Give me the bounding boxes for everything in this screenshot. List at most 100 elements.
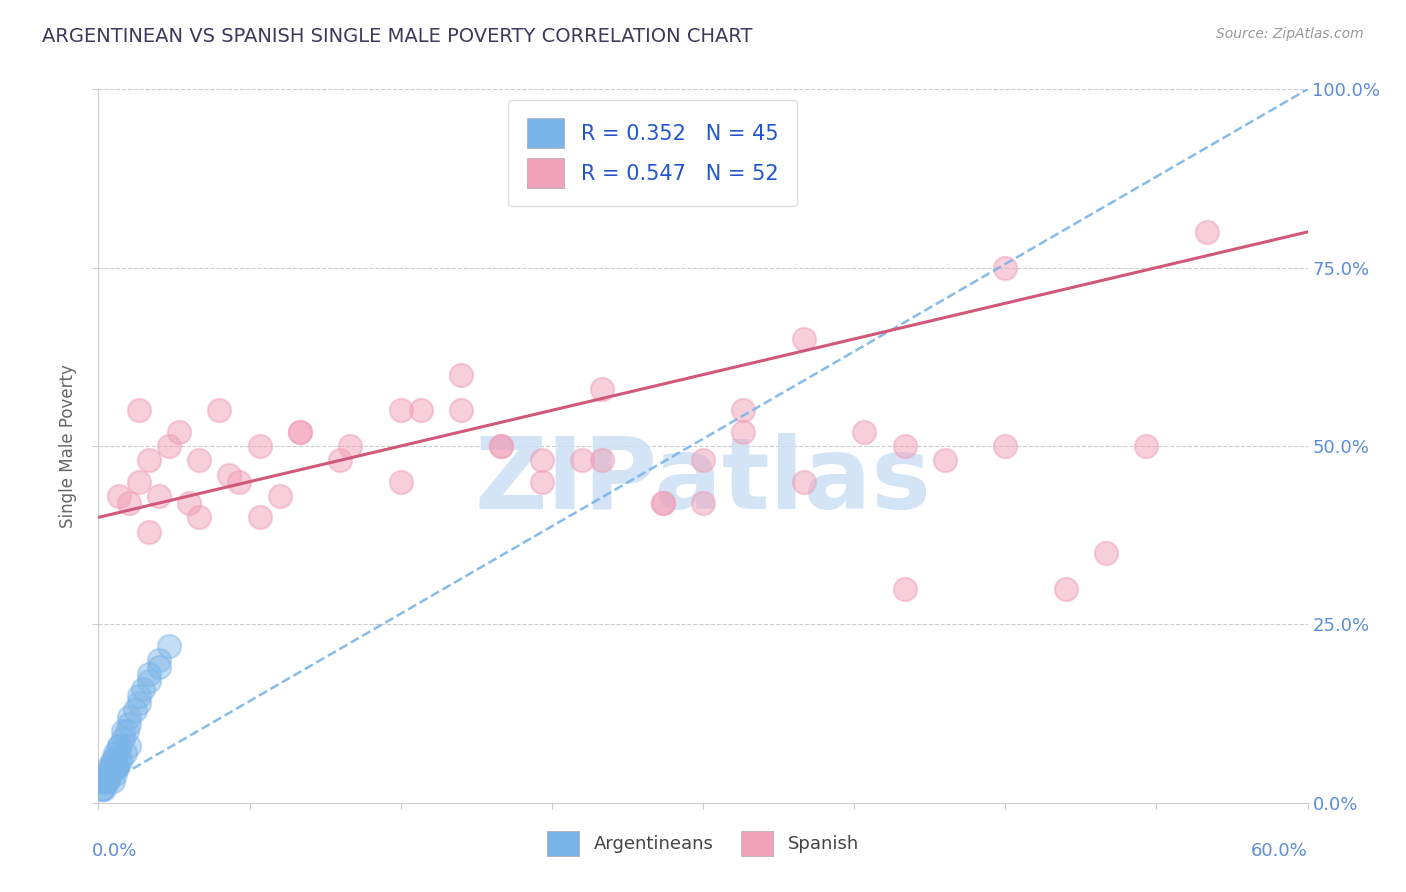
Text: 60.0%: 60.0% xyxy=(1251,842,1308,860)
Point xyxy=(93,774,115,789)
Point xyxy=(148,653,170,667)
Point xyxy=(530,475,553,489)
Point xyxy=(138,453,160,467)
Point xyxy=(994,439,1017,453)
Point xyxy=(115,724,138,739)
Point xyxy=(107,739,129,753)
Point xyxy=(269,489,291,503)
Point xyxy=(105,746,128,760)
Point xyxy=(692,496,714,510)
Point xyxy=(103,746,125,760)
Point xyxy=(1195,225,1218,239)
Text: Source: ZipAtlas.com: Source: ZipAtlas.com xyxy=(1216,27,1364,41)
Point xyxy=(107,753,129,767)
Point xyxy=(138,667,160,681)
Point xyxy=(118,710,141,724)
Point xyxy=(450,368,472,382)
Point xyxy=(93,781,115,796)
Point xyxy=(103,767,125,781)
Point xyxy=(793,475,815,489)
Point xyxy=(118,717,141,731)
Point xyxy=(218,467,240,482)
Point xyxy=(118,496,141,510)
Point xyxy=(288,425,311,439)
Point xyxy=(793,332,815,346)
Text: ARGENTINEAN VS SPANISH SINGLE MALE POVERTY CORRELATION CHART: ARGENTINEAN VS SPANISH SINGLE MALE POVER… xyxy=(42,27,752,45)
Point xyxy=(111,724,134,739)
Point xyxy=(339,439,361,453)
Point xyxy=(128,475,150,489)
Point xyxy=(91,781,114,796)
Point xyxy=(128,696,150,710)
Point xyxy=(389,475,412,489)
Point xyxy=(167,425,190,439)
Point xyxy=(179,496,201,510)
Point xyxy=(128,403,150,417)
Point xyxy=(1054,582,1077,596)
Point xyxy=(105,760,128,774)
Point xyxy=(692,453,714,467)
Point xyxy=(188,453,211,467)
Point xyxy=(157,439,180,453)
Point xyxy=(97,767,120,781)
Point xyxy=(530,453,553,467)
Point xyxy=(107,489,129,503)
Point xyxy=(1135,439,1157,453)
Point xyxy=(107,739,129,753)
Point xyxy=(733,425,755,439)
Point xyxy=(934,453,956,467)
Point xyxy=(389,403,412,417)
Point xyxy=(103,760,125,774)
Point xyxy=(132,681,155,696)
Y-axis label: Single Male Poverty: Single Male Poverty xyxy=(59,364,77,528)
Point xyxy=(329,453,352,467)
Point xyxy=(651,496,673,510)
Text: ZIPatlas: ZIPatlas xyxy=(475,434,931,530)
Point xyxy=(409,403,432,417)
Point xyxy=(96,774,118,789)
Point xyxy=(128,689,150,703)
Point xyxy=(893,439,915,453)
Point xyxy=(100,760,122,774)
Point xyxy=(591,453,613,467)
Point xyxy=(105,760,128,774)
Point xyxy=(651,496,673,510)
Point xyxy=(893,582,915,596)
Point xyxy=(249,439,271,453)
Point xyxy=(97,767,120,781)
Point xyxy=(101,774,124,789)
Legend: Argentineans, Spanish: Argentineans, Spanish xyxy=(538,822,868,865)
Point xyxy=(208,403,231,417)
Point xyxy=(491,439,513,453)
Point xyxy=(93,774,115,789)
Point xyxy=(118,739,141,753)
Point xyxy=(96,774,118,789)
Point xyxy=(157,639,180,653)
Point xyxy=(1095,546,1118,560)
Point xyxy=(100,760,122,774)
Point xyxy=(114,746,136,760)
Point xyxy=(96,767,118,781)
Text: 0.0%: 0.0% xyxy=(91,842,136,860)
Point xyxy=(111,731,134,746)
Point xyxy=(100,760,122,774)
Point xyxy=(450,403,472,417)
Point xyxy=(110,753,132,767)
Point xyxy=(138,674,160,689)
Point xyxy=(97,774,120,789)
Point xyxy=(188,510,211,524)
Point xyxy=(101,753,124,767)
Point xyxy=(138,524,160,539)
Point xyxy=(124,703,146,717)
Point xyxy=(571,453,593,467)
Point xyxy=(101,753,124,767)
Point xyxy=(853,425,876,439)
Point xyxy=(148,489,170,503)
Point xyxy=(288,425,311,439)
Point xyxy=(994,260,1017,275)
Point xyxy=(491,439,513,453)
Point xyxy=(148,660,170,674)
Point xyxy=(228,475,250,489)
Point xyxy=(249,510,271,524)
Point xyxy=(591,382,613,396)
